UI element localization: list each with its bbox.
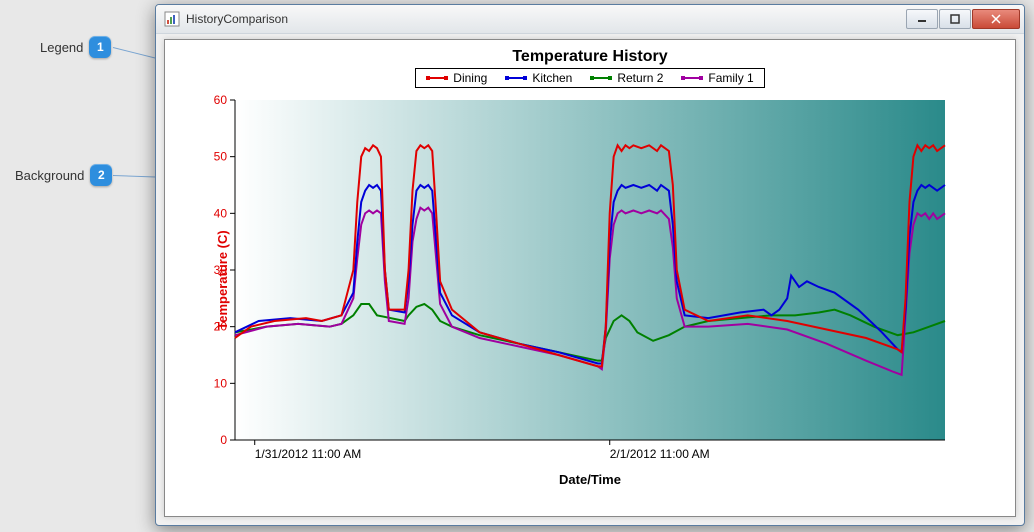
- y-tick-label: 60: [214, 93, 228, 107]
- app-icon: [164, 11, 180, 27]
- x-tick-label: 2/1/2012 11:00 AM: [610, 447, 710, 461]
- callout-number-badge: 1: [89, 36, 111, 58]
- y-tick-label: 50: [214, 150, 228, 164]
- window-title: HistoryComparison: [186, 12, 906, 26]
- annotation-callout: Legend 1: [40, 36, 111, 58]
- y-axis-label: Temperature (C): [215, 230, 230, 329]
- chart-title: Temperature History: [165, 48, 1015, 66]
- chart-plot-area: 01020304050601/31/2012 11:00 AM2/1/2012 …: [165, 90, 955, 470]
- y-tick-label: 40: [214, 206, 228, 220]
- legend-swatch: [505, 77, 527, 79]
- close-button[interactable]: [972, 9, 1020, 29]
- callout-label: Background: [15, 168, 84, 183]
- chart-panel: Temperature History Dining Kitchen Return …: [164, 39, 1016, 517]
- legend-label: Dining: [453, 71, 487, 85]
- x-axis-label: Date/Time: [165, 472, 1015, 487]
- callout-number-badge: 2: [90, 164, 112, 186]
- plot-background: [235, 100, 945, 440]
- legend-swatch: [681, 77, 703, 79]
- annotation-callout: Background 2: [15, 164, 112, 186]
- legend-swatch: [426, 77, 448, 79]
- y-tick-label: 10: [214, 376, 228, 390]
- callout-label: Legend: [40, 40, 83, 55]
- minimize-button[interactable]: [906, 9, 938, 29]
- legend-swatch: [590, 77, 612, 79]
- legend-item: Dining: [426, 71, 487, 85]
- legend-item: Return 2: [590, 71, 663, 85]
- chart-legend: Dining Kitchen Return 2 Family 1: [415, 68, 764, 88]
- y-tick-label: 0: [220, 433, 227, 447]
- titlebar[interactable]: HistoryComparison: [156, 5, 1024, 34]
- x-tick-label: 1/31/2012 11:00 AM: [255, 447, 362, 461]
- legend-label: Family 1: [708, 71, 753, 85]
- legend-label: Kitchen: [532, 71, 572, 85]
- window-buttons: [906, 9, 1020, 29]
- app-window: HistoryComparison Temperature History Di…: [155, 4, 1025, 526]
- legend-item: Kitchen: [505, 71, 572, 85]
- maximize-button[interactable]: [939, 9, 971, 29]
- legend-label: Return 2: [617, 71, 663, 85]
- legend-item: Family 1: [681, 71, 753, 85]
